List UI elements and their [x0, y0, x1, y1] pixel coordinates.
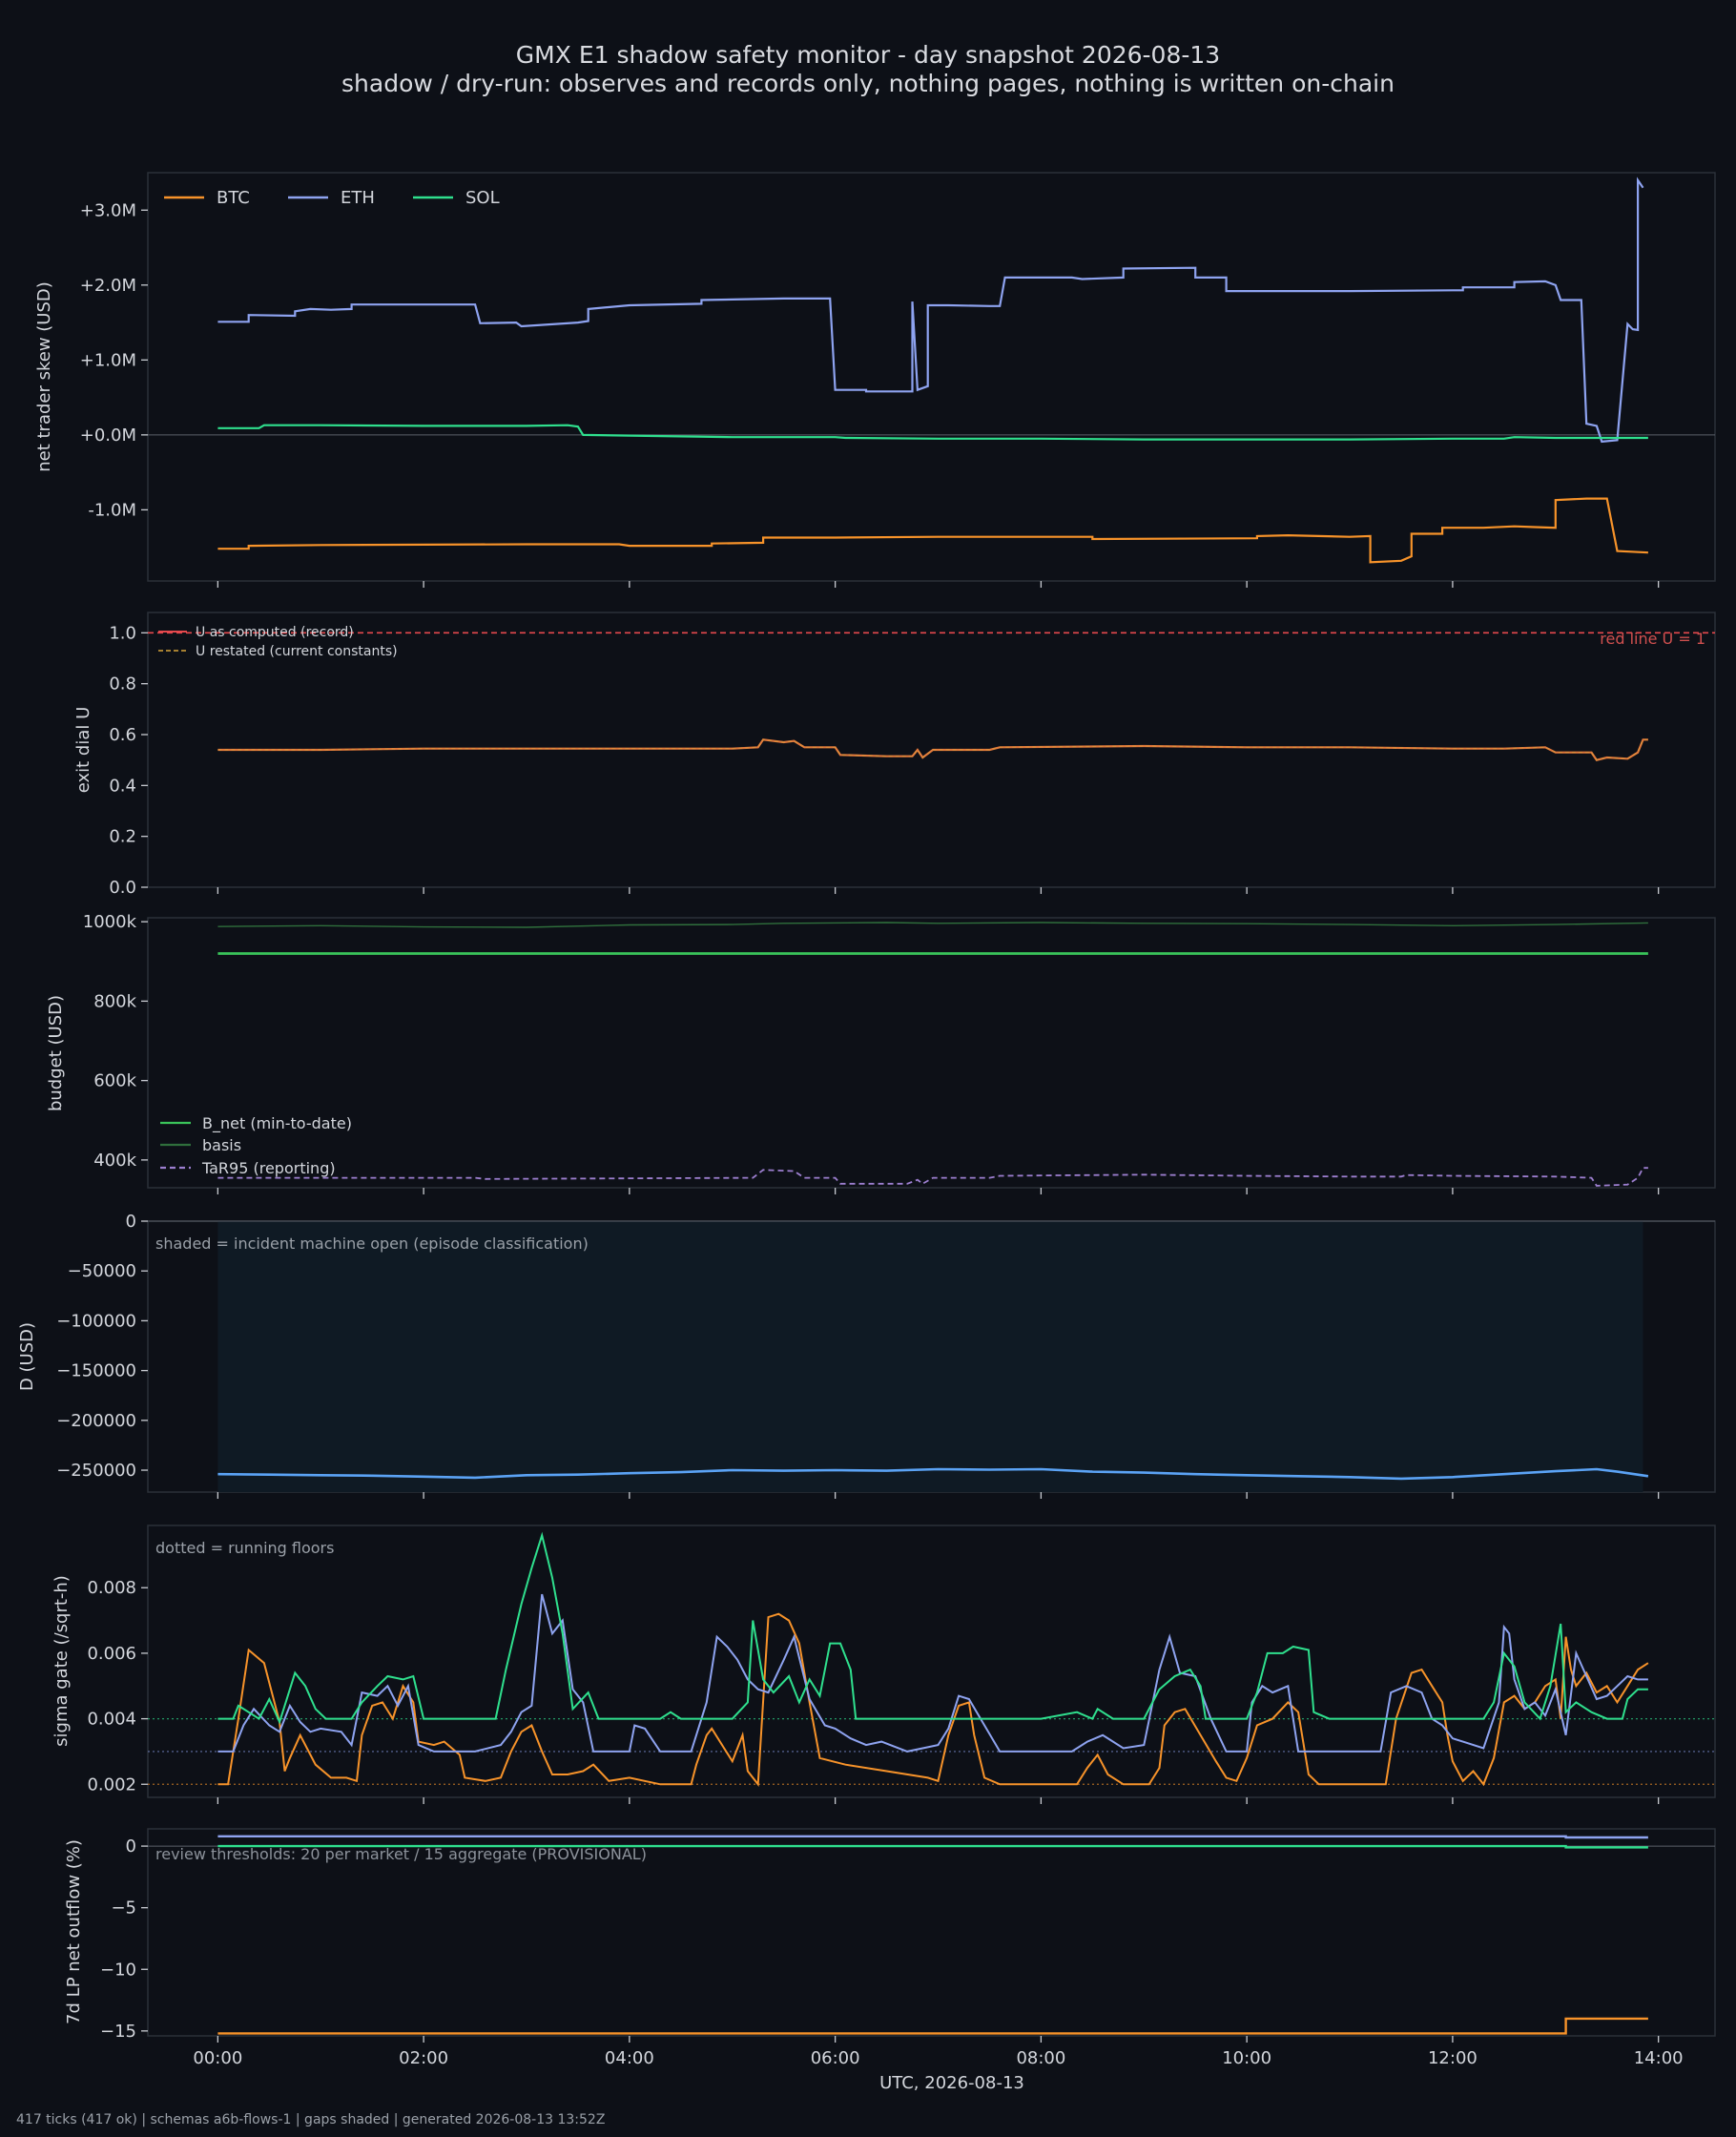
series-line-basis	[217, 922, 1648, 928]
y-tick-label: −250000	[56, 1461, 136, 1481]
y-tick-label: +3.0M	[80, 200, 136, 220]
shading-note: shaded = incident machine open (episode …	[155, 1234, 589, 1253]
x-axis-label: UTC, 2026-08-13	[879, 2073, 1024, 2093]
y-axis-label: budget (USD)	[46, 995, 66, 1111]
y-tick-label: +0.0M	[80, 425, 136, 446]
y-tick-label: 0.6	[109, 725, 136, 745]
legend-label-eth: ETH	[341, 188, 375, 208]
y-axis-label: D (USD)	[17, 1322, 37, 1391]
y-tick-label: 400k	[93, 1151, 136, 1171]
series-line-sol	[217, 1531, 1648, 1725]
x-tick-label: 12:00	[1428, 2048, 1478, 2068]
series-line-sol	[217, 1844, 1648, 1849]
y-tick-label: 0.002	[87, 1774, 136, 1795]
x-tick-label: 06:00	[811, 2048, 860, 2068]
chart-title: GMX E1 shadow safety monitor - day snaps…	[515, 41, 1221, 69]
incident-shaded-region	[217, 1221, 1643, 1492]
y-tick-label: −15	[100, 2022, 136, 2042]
y-tick-label: +2.0M	[80, 276, 136, 296]
series-line-eth	[217, 176, 1644, 444]
y-tick-label: −100000	[56, 1311, 136, 1331]
y-tick-label: 0	[126, 1212, 136, 1232]
y-tick-label: +1.0M	[80, 350, 136, 370]
footer-status: 417 ticks (417 ok) | schemas a6b-flows-1…	[16, 2112, 606, 2127]
thresholds-note: review thresholds: 20 per market / 15 ag…	[155, 1845, 647, 1863]
legend-label-b-net: B_net (min-to-date)	[202, 1114, 352, 1133]
x-tick-label: 02:00	[399, 2048, 448, 2068]
series-line-tar95	[217, 1167, 1648, 1187]
y-tick-label: −50000	[68, 1261, 136, 1281]
x-tick-label: 04:00	[605, 2048, 654, 2068]
y-tick-label: 800k	[93, 991, 136, 1011]
legend-label-btc: BTC	[217, 188, 250, 208]
y-tick-label: −10	[100, 1960, 136, 1980]
y-tick-label: −5	[111, 1898, 136, 1919]
legend-label-u-computed: U as computed (record)	[196, 625, 354, 640]
y-tick-label: 1.0	[109, 623, 136, 643]
chart-subtitle: shadow / dry-run: observes and records o…	[341, 70, 1395, 97]
y-tick-label: 0.2	[109, 827, 136, 847]
y-axis-label: 7d LP net outflow (%)	[64, 1839, 84, 2024]
y-tick-label: −150000	[56, 1361, 136, 1381]
x-tick-label: 14:00	[1634, 2048, 1684, 2068]
y-tick-label: 0.004	[87, 1710, 136, 1730]
series-line-btc	[217, 2017, 1648, 2035]
series-line-btc	[217, 1612, 1649, 1787]
legend-label-sol: SOL	[465, 188, 500, 208]
series-line-sol	[217, 424, 1648, 441]
x-tick-label: 08:00	[1016, 2048, 1065, 2068]
x-tick-label: 10:00	[1222, 2048, 1271, 2068]
series-line-eth	[217, 1835, 1648, 1839]
y-axis-label: sigma gate (/sqrt-h)	[52, 1575, 72, 1747]
panel-3-frame	[147, 917, 1716, 1189]
panel-2-frame	[147, 612, 1716, 888]
legend-label-u-restated: U restated (current constants)	[196, 644, 398, 659]
y-axis-label: net trader skew (USD)	[34, 281, 54, 472]
y-tick-label: 0.006	[87, 1644, 136, 1664]
legend-label-basis: basis	[202, 1136, 241, 1154]
y-tick-label: 600k	[93, 1071, 136, 1091]
y-tick-label: 0	[126, 1836, 136, 1857]
series-line-u-restated	[217, 738, 1648, 761]
y-tick-label: -1.0M	[88, 500, 136, 520]
floors-note: dotted = running floors	[155, 1539, 334, 1557]
y-axis-label: exit dial U	[73, 707, 93, 794]
legend-label-tar95: TaR95 (reporting)	[201, 1159, 336, 1177]
red-line-label: red line U = 1	[1600, 630, 1705, 648]
panel-6-frame	[147, 1828, 1716, 2037]
panel-1-frame	[147, 172, 1716, 582]
y-tick-label: 0.8	[109, 674, 136, 695]
y-tick-label: −200000	[56, 1411, 136, 1431]
series-line-d	[217, 1467, 1649, 1481]
y-tick-label: 0.4	[109, 776, 136, 796]
series-line-eth	[217, 1593, 1648, 1753]
series-line-btc	[217, 497, 1648, 564]
y-tick-label: 0.008	[87, 1578, 136, 1598]
y-tick-label: 0.0	[109, 878, 136, 898]
x-tick-label: 00:00	[193, 2048, 242, 2068]
y-tick-label: 1000k	[83, 912, 137, 932]
panel-5-frame	[147, 1525, 1716, 1798]
